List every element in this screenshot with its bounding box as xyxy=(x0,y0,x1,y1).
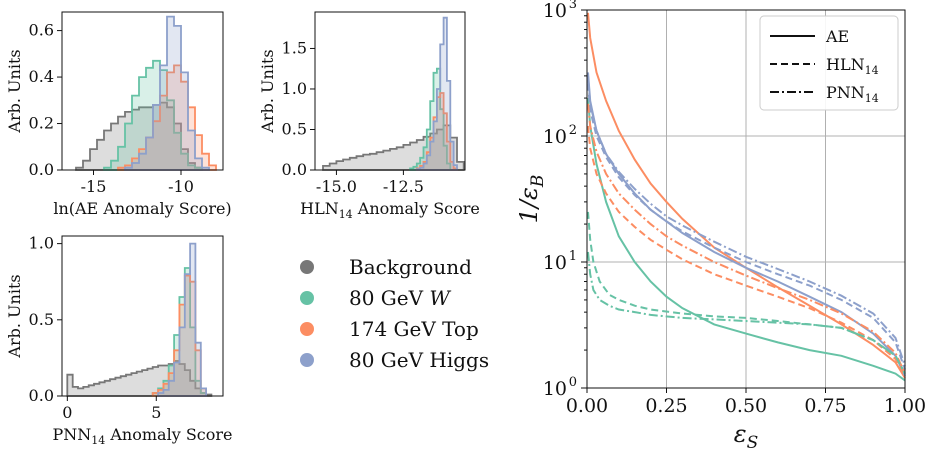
x-tick-label: -15 xyxy=(81,177,107,196)
y-tick-label: 1.5 xyxy=(282,38,307,57)
legend-label-top: 174 GeV Top xyxy=(349,317,479,341)
y-tick-label: 0.5 xyxy=(29,310,54,329)
y-tick-exponent: 1 xyxy=(569,249,577,264)
y-tick-exponent: 3 xyxy=(569,0,577,12)
style-legend-label-dashdot: PNN14 xyxy=(826,83,879,105)
x-axis-label: PNN14 Anomaly Score xyxy=(53,425,233,447)
y-tick-label: 10 xyxy=(543,0,567,22)
y-tick-label: 1.0 xyxy=(29,234,54,253)
y-tick-label: 0.0 xyxy=(282,160,307,179)
y-tick-label: 10 xyxy=(543,378,567,400)
y-axis-label: Arb. Units xyxy=(258,49,277,133)
y-tick-exponent: 0 xyxy=(569,375,577,390)
ae-histogram-panel: -15 -10 0.0 0.2 0.4 0.6 ln(AE Anomaly Score) Ar… xyxy=(5,11,232,218)
hist-top-bars xyxy=(117,64,217,171)
y-tick-label: 1.0 xyxy=(282,79,307,98)
process-legend: Background 80 GeV W 174 GeV Top 80 GeV Higg… xyxy=(300,255,489,372)
x-tick-label: -15.0 xyxy=(316,177,357,196)
y-tick-label: 0.5 xyxy=(282,119,307,138)
y-tick-exponent: 2 xyxy=(569,123,577,138)
x-tick-label: 5 xyxy=(151,403,161,422)
y-tick-label: 0.6 xyxy=(29,21,54,40)
legend-marker-w xyxy=(300,291,314,305)
x-tick-label: -10 xyxy=(168,177,194,196)
y-tick-label: 0.0 xyxy=(29,160,54,179)
hln-histogram-panel: -15.0 -12.5 0.0 0.5 1.0 1.5 HLN14 Anomaly Scor… xyxy=(258,11,480,221)
curve-higgs-dashed xyxy=(587,83,906,370)
style-legend-label-dashed: HLN14 xyxy=(826,55,879,77)
style-legend-box xyxy=(759,15,899,111)
x-tick-label: 0.00 xyxy=(566,395,608,417)
legend-marker-background xyxy=(300,260,314,274)
x-tick-label: 0.25 xyxy=(645,395,687,417)
hist-background-bars xyxy=(66,360,213,397)
curve-top-dashed xyxy=(587,125,906,377)
curve-higgs-dashdot xyxy=(587,75,906,367)
pnn-histogram-panel: 0 5 0.0 0.5 1.0 PNN14 Anomaly Score Arb. Units xyxy=(5,234,232,447)
curve-w-solid xyxy=(587,98,906,382)
legend-label-w: 80 GeV W xyxy=(349,286,451,310)
legend-marker-top xyxy=(300,322,314,336)
x-tick-label: 0 xyxy=(62,403,72,422)
hist-higgs-bars xyxy=(157,242,207,397)
style-legend-label-solid: AE xyxy=(825,27,849,46)
x-tick-label: -12.5 xyxy=(383,177,424,196)
curve-w-dashdot xyxy=(587,251,906,375)
curve-top-dashdot xyxy=(587,103,906,375)
y-axis-label: Arb. Units xyxy=(5,274,24,358)
y-tick-label: 0.2 xyxy=(29,114,54,133)
axes-frame xyxy=(61,235,224,397)
y-axis-label: Arb. Units xyxy=(5,49,24,133)
legend-marker-higgs xyxy=(300,353,314,367)
y-tick-label: 10 xyxy=(543,126,567,148)
axes-frame xyxy=(61,11,224,171)
legend-label-higgs: 80 GeV Higgs xyxy=(349,348,489,372)
x-tick-label: 0.50 xyxy=(725,395,767,417)
x-axis-label: ln(AE Anomaly Score) xyxy=(53,199,231,218)
y-tick-label: 0.0 xyxy=(29,386,54,405)
legend-label-background: Background xyxy=(349,255,472,279)
x-axis-label: HLN14 Anomaly Score xyxy=(300,199,480,221)
y-tick-label: 0.4 xyxy=(29,67,54,86)
hist-w-bars xyxy=(409,67,452,171)
hist-higgs-bars xyxy=(415,16,458,171)
x-tick-label: 1.00 xyxy=(884,395,925,417)
hist-higgs-bars xyxy=(124,15,210,171)
y-tick-label: 10 xyxy=(543,252,567,274)
x-tick-label: 0.75 xyxy=(804,395,846,417)
hist-background-bars xyxy=(75,101,203,171)
axes-frame xyxy=(314,11,466,171)
x-axis-label: εS xyxy=(734,420,759,453)
y-axis-label: 1/εB xyxy=(515,175,548,224)
